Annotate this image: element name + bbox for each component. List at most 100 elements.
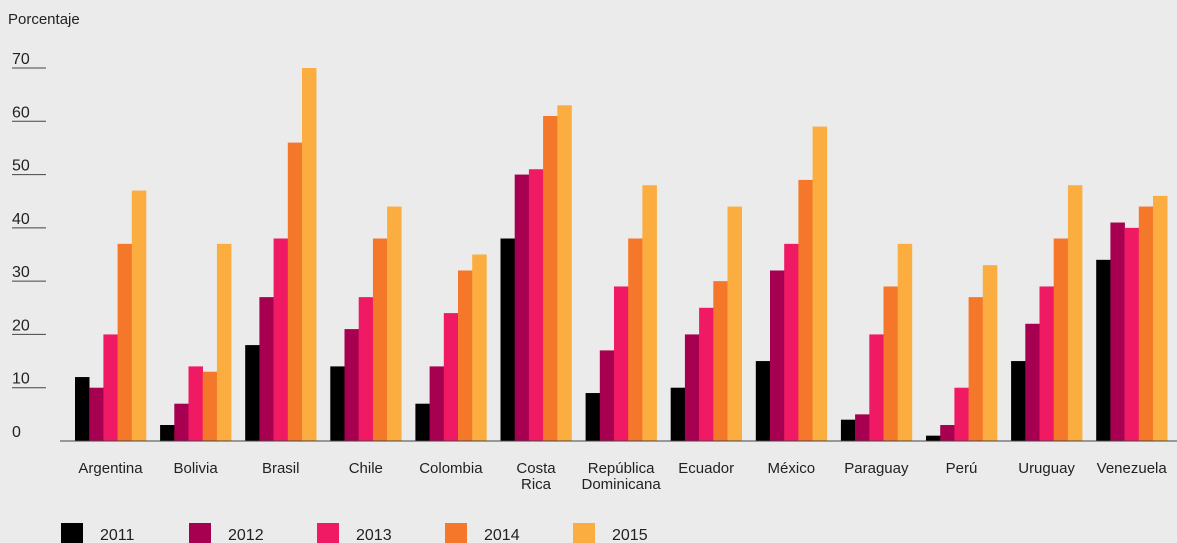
bar	[216, 243, 232, 441]
bar	[273, 238, 289, 441]
bar	[302, 68, 317, 441]
legend-label: 2015	[612, 527, 648, 543]
bar	[855, 414, 870, 441]
x-category-label: Ecuador	[678, 460, 734, 477]
bar	[528, 169, 544, 442]
bar	[954, 387, 969, 441]
bar	[89, 387, 104, 441]
x-category-label: Chile	[349, 460, 383, 477]
bar	[1067, 185, 1083, 441]
bar	[798, 179, 813, 441]
bar	[259, 297, 274, 441]
x-category-label: República Dominicana	[581, 460, 661, 493]
bar	[245, 345, 260, 441]
x-category-label: Brasil	[262, 460, 300, 477]
bar	[202, 371, 218, 441]
bar	[1053, 238, 1069, 441]
x-category-label: Colombia	[419, 460, 483, 477]
bar	[429, 366, 445, 441]
bar	[287, 142, 303, 441]
bar	[75, 377, 90, 441]
y-axis: 0 10 20 30 40 50 60 70	[12, 51, 46, 441]
x-category-label: Costa Rica	[516, 460, 556, 493]
bar	[344, 329, 359, 441]
legend-swatch	[61, 523, 83, 543]
bar	[642, 185, 657, 441]
bar	[458, 270, 473, 441]
y-tick-label: 60	[12, 104, 30, 121]
bar	[614, 286, 629, 441]
bar	[713, 281, 728, 441]
bar	[330, 366, 345, 441]
bar	[727, 206, 742, 441]
legend-swatch	[317, 523, 339, 543]
y-tick-label: 20	[12, 317, 30, 334]
bar	[387, 206, 402, 441]
x-category-label: México	[768, 460, 816, 477]
x-axis-category-labels: Argentina Bolivia Brasil Chile Colombia Costa…	[78, 460, 1167, 493]
bar	[500, 238, 515, 441]
bar	[1153, 195, 1168, 441]
bar	[415, 403, 430, 441]
bar	[472, 254, 487, 441]
bar	[372, 238, 388, 441]
legend-swatch	[189, 523, 211, 543]
x-category-label: Bolivia	[174, 460, 219, 477]
x-category-label: Uruguay	[1018, 460, 1075, 477]
y-axis-label: Porcentaje	[8, 11, 80, 28]
y-tick-label: 40	[12, 211, 30, 228]
x-category-label: Perú	[946, 460, 978, 477]
y-tick-label: 50	[12, 158, 30, 175]
bar	[1138, 206, 1154, 441]
bar	[628, 238, 643, 441]
bar	[188, 366, 203, 441]
bar	[174, 403, 189, 441]
bar	[926, 435, 941, 441]
legend-label: 2012	[228, 527, 264, 543]
bar	[160, 425, 175, 441]
bar	[358, 297, 374, 441]
bar	[968, 297, 984, 441]
bar	[103, 334, 118, 441]
bar	[1110, 222, 1125, 441]
legend-swatch	[445, 523, 467, 543]
bar	[585, 393, 601, 441]
legend-label: 2014	[484, 527, 520, 543]
y-tick-label: 70	[12, 51, 30, 68]
bar	[557, 105, 572, 442]
bar	[869, 334, 884, 441]
bar	[812, 126, 828, 442]
bar	[840, 419, 856, 441]
bar	[940, 425, 955, 441]
bar	[543, 115, 558, 442]
legend-swatch	[573, 523, 595, 543]
x-category-label: Argentina	[78, 460, 143, 477]
legend-label: 2011	[100, 527, 135, 543]
bar	[770, 270, 785, 441]
legend-label: 2013	[356, 527, 392, 543]
bar	[117, 243, 133, 441]
bar	[684, 334, 700, 441]
bar	[699, 307, 714, 441]
bar	[755, 361, 771, 441]
bar	[1096, 259, 1111, 441]
y-tick-label: 10	[12, 371, 30, 388]
bar	[897, 243, 913, 441]
bar	[1011, 361, 1026, 441]
bar	[443, 313, 459, 441]
bar	[1025, 323, 1040, 441]
y-tick-label: 0	[12, 424, 21, 441]
bar	[1039, 286, 1054, 441]
bar	[670, 387, 686, 441]
x-category-label: Venezuela	[1097, 460, 1168, 477]
y-tick-label: 30	[12, 264, 30, 281]
bar	[1124, 227, 1140, 441]
bar	[982, 265, 998, 441]
bar	[599, 350, 615, 441]
x-category-label: Paraguay	[844, 460, 909, 477]
bar	[883, 286, 898, 441]
bar	[784, 243, 799, 441]
bar	[131, 190, 147, 441]
legend: 2011 2012 2013 2014 2015	[61, 523, 648, 543]
